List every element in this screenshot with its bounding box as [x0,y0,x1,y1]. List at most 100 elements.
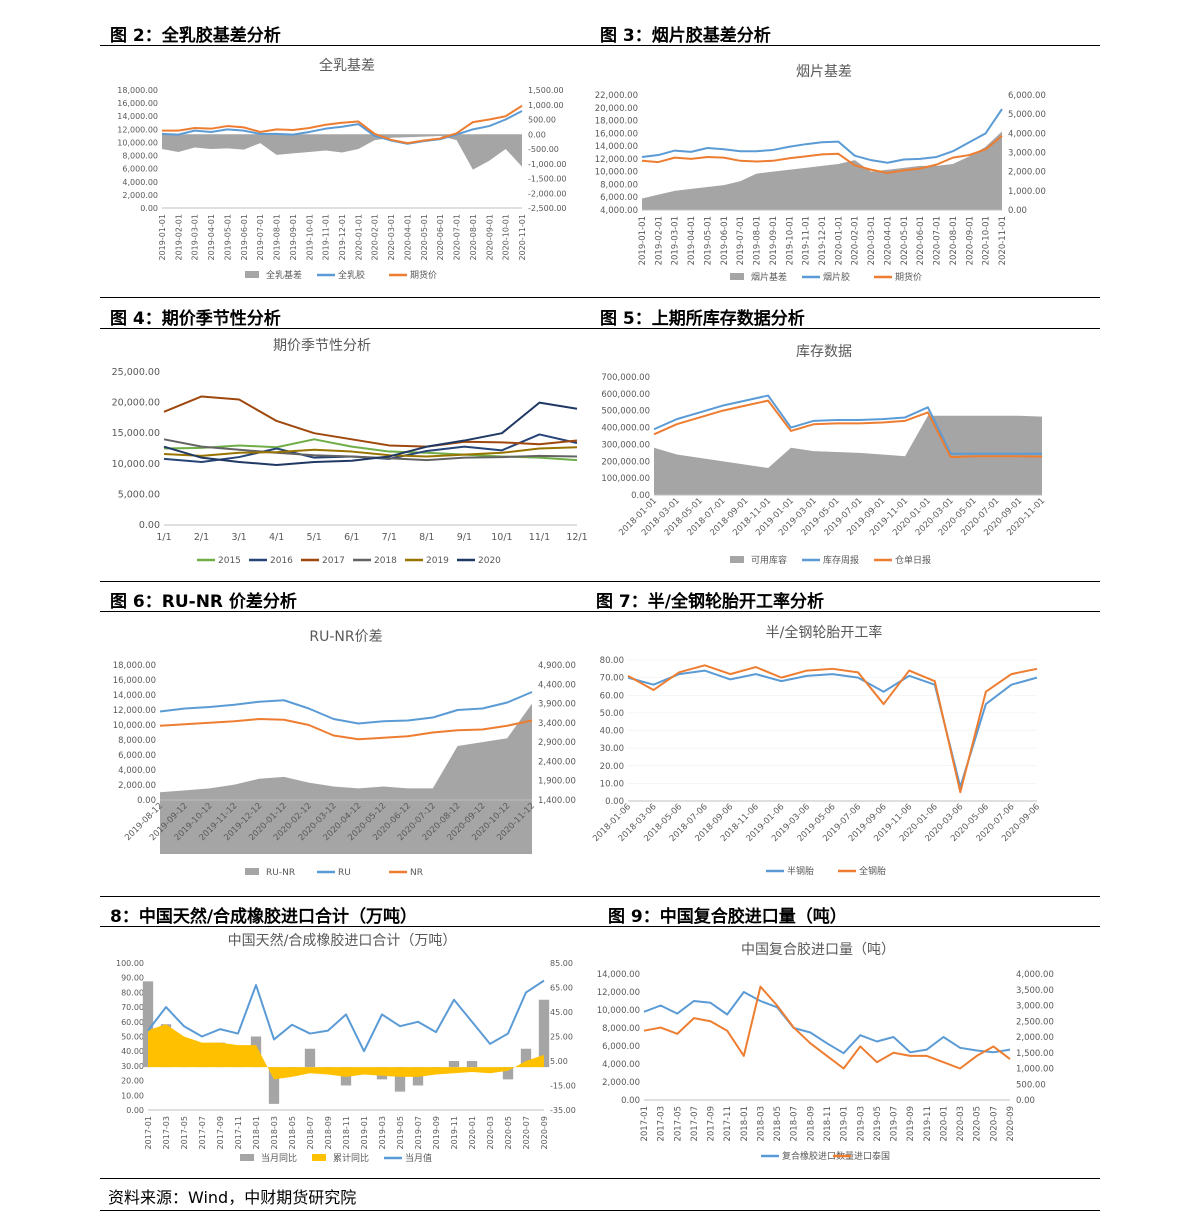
y-tick-label: 8,000.00 [118,736,156,746]
x-tick-label: 5/1 [307,532,322,543]
y2-tick-label: 5,000.00 [1008,110,1046,120]
x-tick-label: 2019-11-01 [322,214,331,261]
y2-tick-label: 0.00 [1016,1096,1035,1106]
y-tick-label: 20,000.00 [112,398,160,409]
y-tick-label: 20,000.00 [595,104,638,114]
y-tick-label: 0.00 [631,491,650,501]
x-tick-label: 2020-04-01 [883,216,893,265]
legend-swatch [730,273,744,280]
x-tick-label: 2017-11 [723,1106,733,1142]
x-tick-label: 2019-09-01 [769,216,779,265]
legend-label: 全乳基差 [266,269,302,281]
x-tick-label: 2019-09 [906,1106,916,1142]
legend-label: 2016 [270,556,293,566]
x-tick-label: 1/1 [156,532,171,543]
x-tick-label: 2017-01 [640,1106,650,1142]
y2-tick-label: 1,400.00 [538,796,576,806]
x-tick-label: 2020-03-01 [387,214,396,261]
chart-title: 烟片基差 [796,63,852,80]
y2-tick-label: 5.00 [550,1057,568,1066]
x-tick-label: 2019-12-01 [338,214,347,261]
y-tick-label: 14,000.00 [117,112,158,121]
line-RU [159,691,533,725]
y-tick-label: 20.00 [121,1077,144,1086]
y2-tick-label: 2,000.00 [1008,168,1046,178]
x-tick-label: 2020-01-01 [354,214,363,261]
x-tick-label: 2019-11-01 [802,216,812,265]
x-tick-label: 2018-03 [270,1116,279,1149]
y2-tick-label: 4,400.00 [538,680,576,690]
header-fig2: 图 2：全乳胶基差分析 [110,26,281,46]
y2-tick-label: 2,000.00 [1016,1033,1054,1043]
legend-swatch [245,868,259,875]
x-tick-label: 10/1 [491,532,512,543]
y2-tick-label: -35.00 [550,1106,576,1115]
y2-tick-label: -2,500.00 [528,204,567,213]
chart-title: RU-NR价差 [309,629,382,645]
x-tick-label: 2018-09 [806,1106,816,1142]
y-tick-label: 14,000.00 [113,691,156,701]
x-tick-label: 2018-01 [740,1106,750,1142]
x-tick-label: 2018-11 [342,1116,351,1149]
x-tick-label: 2020-01-01 [834,216,844,265]
chart-china-rubber-imports: 中国天然/合成橡胶进口合计（万吨） 0.00 10.00 20.00 30.00 40.0… [116,932,576,1164]
x-tick-label: 2018-05 [773,1106,783,1142]
x-tick-label: 2019-03 [856,1106,866,1142]
chart-title: 全乳基差 [319,57,375,74]
y-tick-label: 4,000.00 [602,1060,640,1070]
legend-label: 全钢胎 [859,865,886,877]
legend-label: 期货价 [895,271,922,283]
legend-label: 库存周报 [823,554,859,566]
x-tick-label: 2020-10-01 [982,216,992,265]
line-烟片胶 [641,108,1003,164]
x-tick-label: 2017-07 [198,1116,207,1149]
x-tick-label: 2017-09 [216,1116,225,1149]
x-tick-label: 6/1 [344,532,359,543]
x-tick-label: 2019-05 [396,1116,405,1149]
y-tick-label: 6,000.00 [600,193,638,203]
y2-tick-label: 500.00 [528,116,556,125]
line-复合橡胶进口数量 [643,991,1011,1055]
header-fig8: 8：中国天然/合成橡胶进口合计（万吨） [110,907,418,927]
x-tick-label: 2019-05-01 [703,216,713,265]
y-tick-label: 60.00 [121,1018,144,1027]
y2-tick-label: 1,000.00 [1008,187,1046,197]
x-tick-label: 2017-07 [690,1106,700,1142]
y-tick-label: 500,000.00 [601,407,650,417]
y2-tick-label: 3,900.00 [538,700,576,710]
legend-label: 期货价 [410,269,437,281]
rule-row3-top [100,581,1100,582]
y-tick-label: 70.00 [600,674,624,684]
x-tick-label: 2/1 [194,532,209,543]
y2-tick-label: -2,000.00 [528,189,567,198]
y-tick-label: 14,000.00 [597,970,640,980]
x-tick-label: 2020-05 [504,1116,513,1149]
x-tick-label: 2020-09-01 [965,216,975,265]
x-tick-label: 2019-11 [450,1116,459,1149]
y-tick-label: 6,000.00 [118,751,156,761]
x-tick-label: 2019-07-01 [736,216,746,265]
x-tick-label: 2019-09-01 [289,214,298,261]
y-tick-label: 70.00 [121,1003,144,1012]
y2-tick-label: 3,400.00 [538,719,576,729]
y-tick-label: 0.00 [605,797,624,807]
x-tick-label: 2020-05 [973,1106,983,1142]
x-tick-label: 2020-02-01 [851,216,861,265]
x-tick-label: 2019-05 [873,1106,883,1142]
legend-swatch [730,556,744,563]
y-tick-label: 10.00 [121,1091,144,1100]
rule-row2-top [100,297,1100,298]
x-tick-label: 2020-01 [468,1116,477,1149]
legend-label: 2020 [478,556,501,566]
rule-bottom [100,1210,1100,1211]
y2-tick-label: 85.00 [550,959,573,968]
chart-title: 半/全钢轮胎开工率 [766,624,883,641]
line-仓单日报 [653,399,1043,459]
line-全乳胶 [161,110,523,145]
x-tick-label: 2017-09 [707,1106,717,1142]
chart-smoked-sheet-basis: 烟片基差 4,000.00 6,000.00 8,000.00 10,000.00 12,… [595,63,1046,283]
x-tick-label: 2017-05 [180,1116,189,1149]
line-库存周报 [653,394,1042,455]
rule-row2 [100,328,1100,329]
area-可用库容 [654,415,1042,495]
